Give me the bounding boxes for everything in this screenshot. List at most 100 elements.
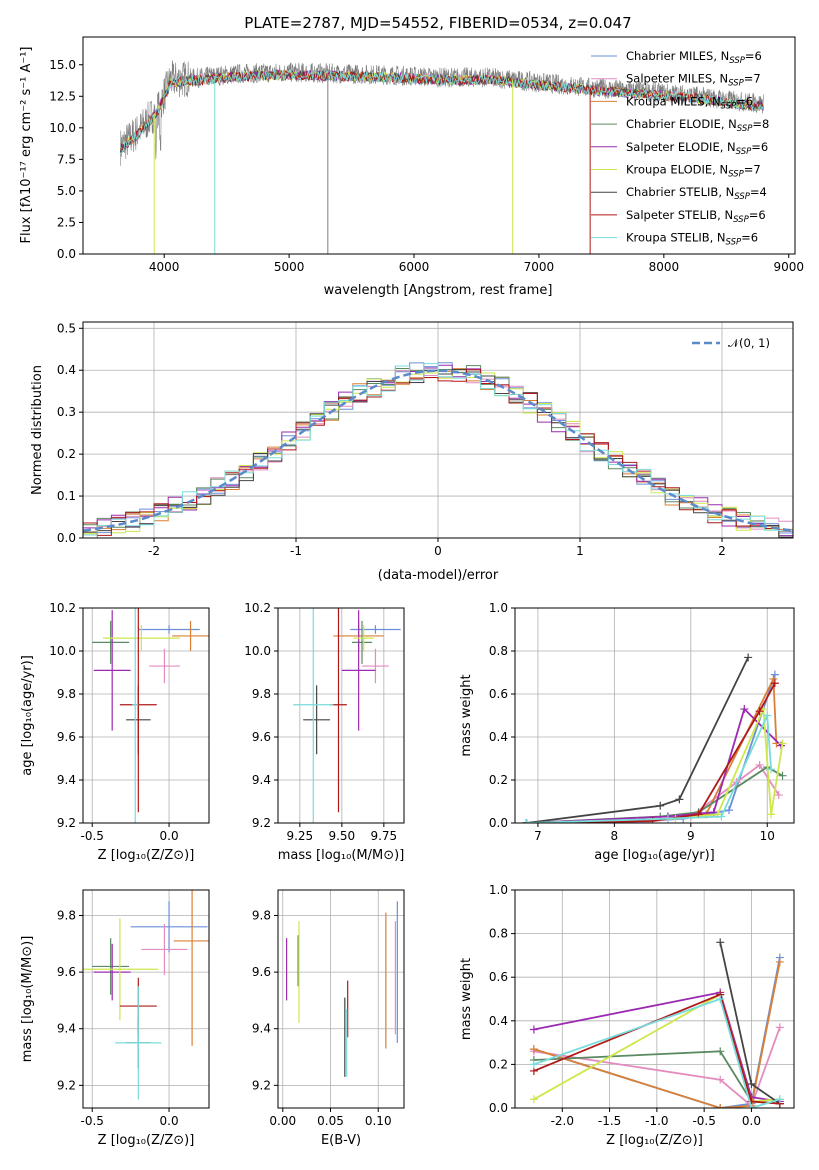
x-tick-label: -0.5 [81, 829, 104, 843]
legend-entry: Kroupa MILES, NSSP=6 [626, 94, 753, 111]
y-tick-label: 9.2 [252, 816, 271, 830]
y-tick-label: 9.4 [57, 1022, 76, 1036]
weight-marker [763, 711, 772, 720]
plot-area [83, 890, 209, 1100]
x-axis-label: mass [log₁₀(M/M⊙)] [278, 848, 405, 863]
weight-marker [529, 1060, 538, 1069]
weight-marker [747, 1080, 756, 1089]
y-tick-label: 2.5 [57, 215, 76, 229]
legend: 𝒩(0, 1) [692, 336, 770, 350]
weight-marker [770, 679, 779, 688]
legend-entry: Kroupa ELODIE, NSSP=7 [626, 163, 761, 180]
x-tick-label: 0 [434, 544, 442, 558]
weight-line-2 [526, 675, 778, 823]
y-tick-label: 1.0 [489, 601, 508, 615]
legend-entry: Chabrier STELIB, NSSP=4 [626, 185, 767, 202]
y-tick-label: 10.2 [49, 601, 76, 615]
panel-1: -2 -1 0 1 2 0.0 0.1 0.2 0.3 0.4 0.5 (data-model)/er… [30, 321, 794, 583]
y-tick-label: 0.8 [489, 644, 508, 658]
y-tick-label: 0.2 [57, 447, 76, 461]
weight-marker [774, 791, 783, 800]
x-tick-label: 9000 [773, 260, 804, 274]
x-tick-label: 0.0 [160, 829, 179, 843]
weight-line-6 [526, 657, 749, 823]
panel-0: 4000 5000 6000 7000 8000 9000 0.0 2.5 5.0 7.5 10.0… [19, 14, 804, 298]
weight-line-7 [533, 993, 780, 1105]
weight-marker [767, 765, 776, 774]
y-tick-label: 10.0 [49, 644, 76, 658]
y-tick-label: 0.4 [489, 730, 508, 744]
axes-frame [514, 889, 795, 1109]
legend-entry: Kroupa STELIB, NSSP=6 [626, 231, 758, 248]
y-axis-label: mass weight [459, 958, 474, 1040]
y-tick-label: 0.2 [489, 1057, 508, 1071]
x-tick-label: 0.0 [742, 1114, 761, 1128]
weight-marker [775, 957, 784, 966]
y-tick-label: 9.8 [252, 908, 271, 922]
x-tick-label: -1.0 [645, 1114, 668, 1128]
x-tick-label: 0.10 [365, 1114, 392, 1128]
x-tick-label: -2 [148, 544, 160, 558]
x-tick-label: 7000 [524, 260, 555, 274]
y-tick-label: 0.0 [489, 816, 508, 830]
x-tick-label: -1 [290, 544, 302, 558]
y-tick-label: 12.5 [49, 89, 76, 103]
plot-area [522, 653, 787, 823]
weight-marker [716, 1104, 725, 1108]
panel-4: 7 8 9 10 0.0 0.2 0.4 0.6 0.8 1.0 age [log₁₀(age/yr… [459, 601, 795, 863]
plot-area [83, 362, 793, 538]
weight-line-8 [533, 997, 781, 1108]
y-tick-label: 7.5 [57, 152, 76, 166]
x-axis-label: Z [log₁₀(Z/Z⊙)] [98, 848, 195, 863]
y-tick-label: 9.6 [252, 965, 271, 979]
weight-marker [747, 1104, 756, 1108]
x-tick-label: 0.05 [317, 1114, 344, 1128]
y-tick-label: 0.0 [489, 1101, 508, 1115]
y-tick-label: 0.2 [489, 773, 508, 787]
axes-frame [82, 36, 796, 255]
x-axis-label: Z [log₁₀(Z/Z⊙)] [98, 1133, 195, 1148]
y-tick-label: 1.0 [489, 883, 508, 897]
x-tick-label: 8000 [649, 260, 680, 274]
plot-area [529, 938, 784, 1108]
legend-entry: Salpeter ELODIE, NSSP=6 [626, 140, 768, 157]
y-tick-label: 9.8 [252, 687, 271, 701]
weight-marker [740, 705, 749, 714]
x-tick-label: -2.0 [551, 1114, 574, 1128]
plot-area [285, 901, 398, 1077]
weight-marker [675, 795, 684, 804]
weight-line-2 [533, 961, 781, 1108]
y-tick-label: 0.4 [489, 1014, 508, 1028]
x-tick-label: 6000 [399, 260, 430, 274]
x-tick-label: 8 [611, 829, 619, 843]
y-tick-label: 0.0 [57, 247, 76, 261]
weight-marker [767, 810, 776, 819]
plot-area [92, 608, 209, 823]
axes-frame [277, 607, 405, 824]
axes-frame [82, 889, 210, 1109]
chart-title: PLATE=2787, MJD=54552, FIBERID=0534, z=0… [244, 14, 631, 32]
x-tick-label: -1.5 [598, 1114, 621, 1128]
y-axis-label: Normed distribution [30, 365, 45, 495]
x-tick-label: 10 [760, 829, 775, 843]
x-tick-label: 0.00 [269, 1114, 296, 1128]
y-tick-label: 9.6 [57, 730, 76, 744]
y-tick-label: 0.0 [57, 531, 76, 545]
x-tick-label: 9.75 [370, 829, 397, 843]
y-axis-label: mass weight [459, 674, 474, 756]
y-tick-label: 10.0 [244, 644, 271, 658]
x-tick-label: 1 [576, 544, 584, 558]
y-tick-label: 0.1 [57, 489, 76, 503]
y-tick-label: 15.0 [49, 58, 76, 72]
model-spectrum-8 [120, 69, 764, 154]
weight-marker [717, 812, 726, 821]
weight-marker [529, 1045, 538, 1054]
y-tick-label: 9.4 [252, 1022, 271, 1036]
panel-2: -0.5 0.0 9.2 9.4 9.6 9.8 10.0 10.2 Z [log₁₀(Z/Z⊙… [20, 601, 210, 863]
weight-marker [648, 816, 657, 823]
normal-curve [83, 369, 793, 532]
weight-marker [778, 739, 787, 748]
panel-3: 9.25 9.50 9.75 9.2 9.4 9.6 9.8 10.0 10.2 mass [lo… [244, 601, 405, 863]
y-tick-label: 0.8 [489, 927, 508, 941]
